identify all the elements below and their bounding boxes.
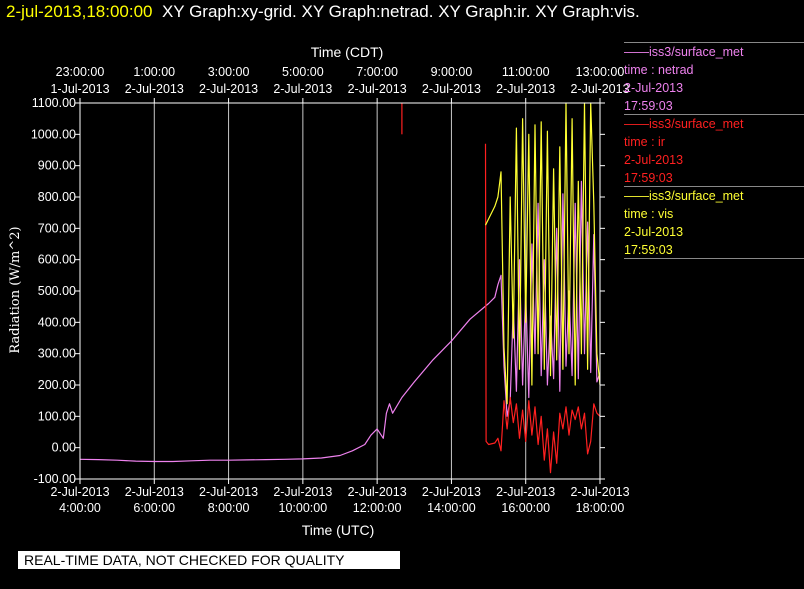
y-tick-label: 700.00 (38, 221, 76, 235)
y-axis-label: Radiation (W/m^2) (8, 226, 23, 353)
x2-tick-label-time: 5:00:00 (282, 65, 324, 79)
data-series (79, 102, 601, 474)
x2-tick-label-date: 2-Jul-2013 (125, 82, 184, 96)
axes: 2-Jul-2013 4:00:00 2-Jul-2013 6:00:00 2-Jul-… (31, 65, 630, 515)
x2-tick-label-date: 2-Jul-2013 (199, 82, 258, 96)
x-tick-label-time: 16:00:00 (501, 501, 550, 515)
legend-var: time : ir (624, 135, 665, 149)
y-tick-label: 300.00 (38, 347, 76, 361)
y-tick-label: 100.00 (38, 409, 76, 423)
title-graphs: XY Graph:xy-grid. XY Graph:netrad. XY Gr… (161, 2, 640, 21)
legend-divider (624, 42, 804, 43)
x2-tick-label-date: 2-Jul-2013 (348, 82, 407, 96)
plot-frame (79, 102, 601, 480)
x-tick-label-date: 2-Jul-2013 (273, 485, 332, 499)
x-axis-label: Time (UTC) (302, 522, 375, 538)
x-tick-label-date: 2-Jul-2013 (422, 485, 481, 499)
y-tick-label: 1100.00 (32, 96, 76, 110)
x-tick-label-time: 12:00:00 (353, 501, 402, 515)
y-tick-label: 500.00 (38, 284, 76, 298)
x-tick-label-time: 8:00:00 (208, 501, 250, 515)
y-tick-label: 400.00 (38, 315, 76, 329)
legend-source: ——iss3/surface_met (624, 189, 744, 203)
y-tick-label: -100.00 (34, 472, 76, 486)
y-tick-label: 1000.00 (31, 127, 76, 141)
legend-source: ——iss3/surface_met (624, 45, 744, 59)
y-tick-label: 0.00 (52, 441, 76, 455)
legend-time: 17:59:03 (624, 171, 673, 185)
x2-tick-label-time: 1:00:00 (133, 65, 175, 79)
x2-tick-label-time: 23:00:00 (56, 65, 105, 79)
x-tick-label-date: 2-Jul-2013 (348, 485, 407, 499)
x2-tick-label-time: 13:00:00 (576, 65, 625, 79)
y-tick-label: 800.00 (38, 190, 76, 204)
x2-tick-label-date: 2-Jul-2013 (273, 82, 332, 96)
legend-time: 17:59:03 (624, 99, 673, 113)
x2-tick-label-date: 1-Jul-2013 (50, 82, 109, 96)
x-tick-label-time: 4:00:00 (59, 501, 101, 515)
x2-tick-label-date: 2-Jul-2013 (496, 82, 555, 96)
title-datetime: 2-jul-2013,18:00:00 (6, 2, 153, 21)
x-tick-label-date: 2-Jul-2013 (496, 485, 555, 499)
x-tick-label-time: 10:00:00 (279, 501, 328, 515)
chart-title: 2-jul-2013,18:00:00 XY Graph:xy-grid. XY… (6, 2, 640, 22)
series-ir (484, 143, 601, 474)
x-tick-label-date: 2-Jul-2013 (570, 485, 629, 499)
x-tick-label-time: 18:00:00 (576, 501, 625, 515)
x-tick-label-time: 6:00:00 (133, 501, 175, 515)
legend-divider (624, 258, 804, 259)
x2-tick-label-time: 3:00:00 (208, 65, 250, 79)
y-tick-label: 900.00 (38, 159, 76, 173)
series-netrad (79, 180, 601, 463)
x2-tick-label-time: 9:00:00 (431, 65, 473, 79)
legend-time: 17:59:03 (624, 243, 673, 257)
x2-tick-label-time: 7:00:00 (356, 65, 398, 79)
x-tick-label-date: 2-Jul-2013 (50, 485, 109, 499)
legend-var: time : vis (624, 207, 674, 221)
series-vis (484, 102, 601, 405)
legend-source: ——iss3/surface_met (624, 117, 744, 131)
quality-notice: REAL-TIME DATA, NOT CHECKED FOR QUALITY (18, 551, 400, 569)
legend-var: time : netrad (624, 63, 694, 77)
legend-date: 2-Jul-2013 (624, 225, 684, 239)
y-tick-label: 200.00 (38, 378, 76, 392)
x2-tick-label-date: 2-Jul-2013 (422, 82, 481, 96)
legend-divider (624, 186, 804, 187)
legend-date: 2-Jul-2013 (624, 153, 684, 167)
y-tick-label: 600.00 (38, 253, 76, 267)
x2-tick-label-time: 11:00:00 (502, 65, 550, 79)
x-tick-label-time: 14:00:00 (427, 501, 476, 515)
x-tick-label-date: 2-Jul-2013 (125, 485, 184, 499)
x2-axis-label: Time (CDT) (311, 44, 384, 60)
x2-tick-label-date: 2-Jul-2013 (570, 82, 629, 96)
grid-lines (153, 103, 527, 479)
legend-divider (624, 114, 804, 115)
legend-date: 2-Jul-2013 (624, 81, 684, 95)
x-tick-label-date: 2-Jul-2013 (199, 485, 258, 499)
